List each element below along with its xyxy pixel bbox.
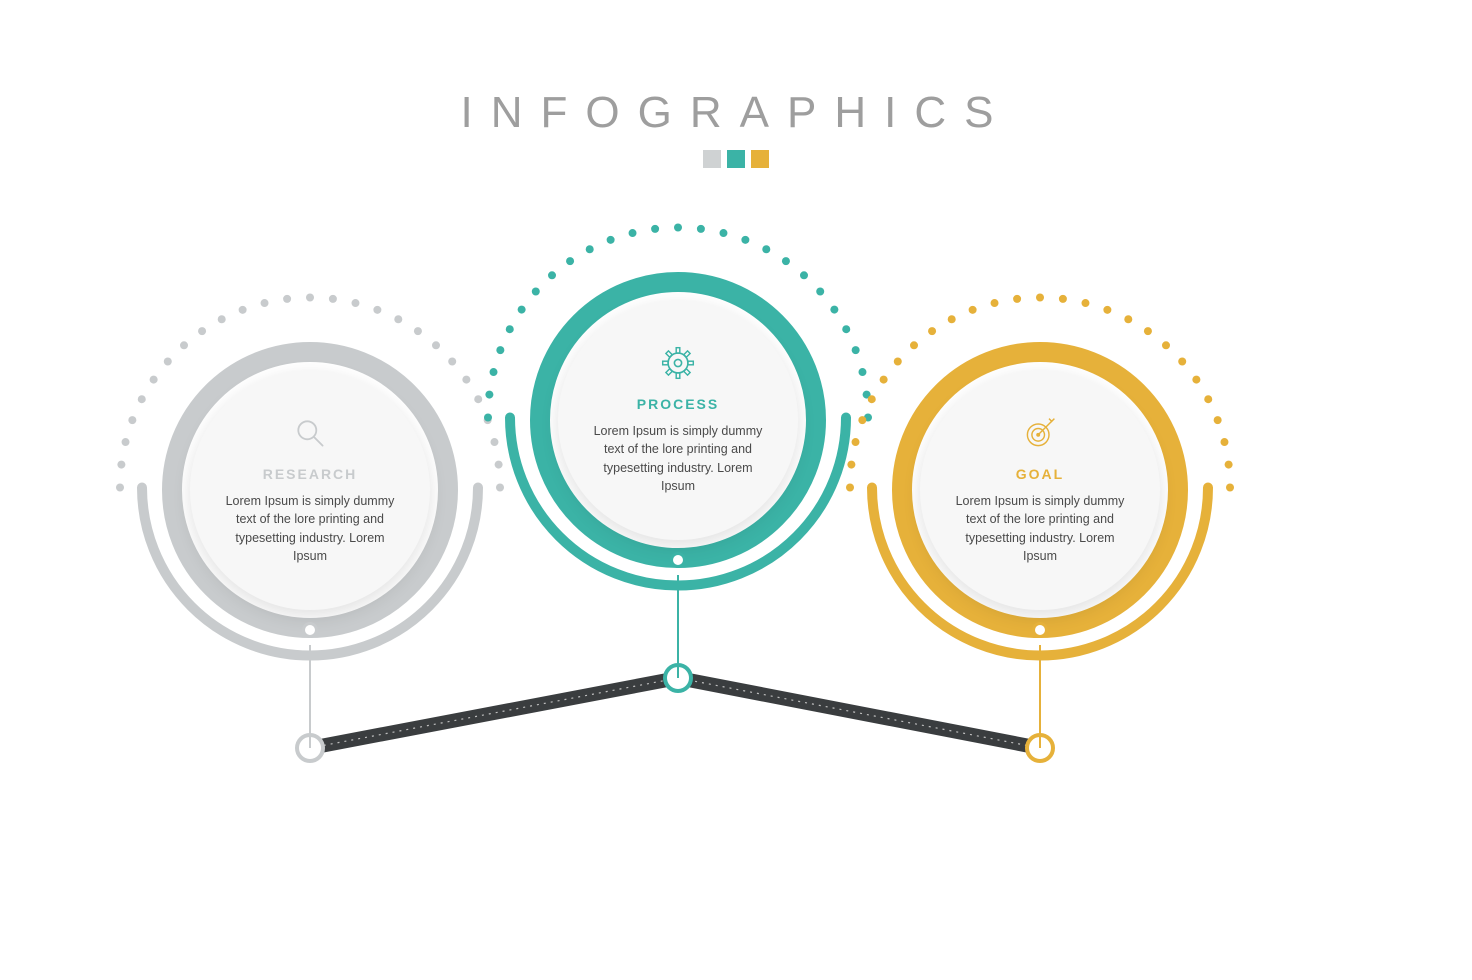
stage-label: GOAL — [1016, 466, 1064, 482]
legend-square-3 — [751, 150, 769, 168]
stage-label: PROCESS — [637, 396, 719, 412]
legend-square-2 — [727, 150, 745, 168]
content-circle: GOAL Lorem Ipsum is simply dummy text of … — [920, 370, 1160, 610]
ring-marker — [670, 552, 686, 568]
stem-line — [1039, 645, 1041, 748]
magnifier-icon — [292, 415, 328, 456]
ring-marker — [1032, 622, 1048, 638]
stage-label: RESEARCH — [263, 466, 358, 482]
gear-icon — [660, 345, 696, 386]
ring-marker — [302, 622, 318, 638]
content-circle: RESEARCH Lorem Ipsum is simply dummy text… — [190, 370, 430, 610]
stem-line — [677, 575, 679, 678]
legend-square-1 — [703, 150, 721, 168]
legend — [0, 150, 1472, 168]
stage-body: Lorem Ipsum is simply dummy text of the … — [948, 492, 1132, 565]
target-icon — [1022, 415, 1058, 456]
stem-line — [309, 645, 311, 748]
page-title: INFOGRAPHICS — [0, 88, 1472, 138]
content-circle: PROCESS Lorem Ipsum is simply dummy text … — [558, 300, 798, 540]
stage-body: Lorem Ipsum is simply dummy text of the … — [218, 492, 402, 565]
stage-body: Lorem Ipsum is simply dummy text of the … — [586, 422, 770, 495]
